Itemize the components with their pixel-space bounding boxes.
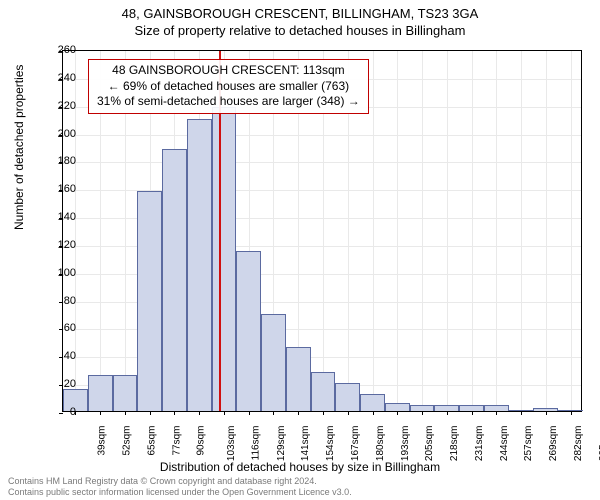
x-tick-label: 154sqm xyxy=(325,426,336,462)
bar xyxy=(212,107,237,411)
x-tick-label: 282sqm xyxy=(573,426,584,462)
y-tick-label: 180 xyxy=(58,155,76,167)
x-tick-label: 269sqm xyxy=(548,426,559,462)
bar xyxy=(484,405,509,411)
x-tick-label: 77sqm xyxy=(171,426,182,456)
x-tick-label: 244sqm xyxy=(499,426,510,462)
y-tick-label: 240 xyxy=(58,72,76,84)
annotation-line3: 31% of semi-detached houses are larger (… xyxy=(97,94,360,110)
y-tick-label: 40 xyxy=(64,350,76,362)
bar xyxy=(509,410,534,411)
annotation-line1: 48 GAINSBOROUGH CRESCENT: 113sqm xyxy=(97,63,360,79)
x-tick-label: 141sqm xyxy=(301,426,312,462)
footer-line1: Contains HM Land Registry data © Crown c… xyxy=(8,476,352,487)
y-tick-label: 200 xyxy=(58,128,76,140)
x-tick-label: 39sqm xyxy=(97,426,108,456)
annotation-line2: ← 69% of detached houses are smaller (76… xyxy=(97,79,360,95)
y-tick-label: 60 xyxy=(64,322,76,334)
bar xyxy=(459,405,484,411)
bar xyxy=(261,314,286,411)
x-tick-label: 218sqm xyxy=(449,426,460,462)
x-tick-label: 116sqm xyxy=(250,426,261,461)
chart-title-line1: 48, GAINSBOROUGH CRESCENT, BILLINGHAM, T… xyxy=(0,0,600,21)
bar xyxy=(335,383,360,411)
y-tick-label: 220 xyxy=(58,100,76,112)
y-tick-label: 140 xyxy=(58,211,76,223)
bar xyxy=(236,251,261,411)
bar xyxy=(162,149,187,411)
x-tick-label: 257sqm xyxy=(523,426,534,462)
x-tick-label: 193sqm xyxy=(400,426,411,462)
y-tick-label: 120 xyxy=(58,239,76,251)
y-tick-label: 20 xyxy=(64,378,76,390)
x-tick-label: 167sqm xyxy=(350,426,361,462)
y-tick-label: 260 xyxy=(58,44,76,56)
bar xyxy=(88,375,113,411)
bar xyxy=(360,394,385,411)
x-axis-label: Distribution of detached houses by size … xyxy=(0,460,600,474)
bar xyxy=(187,119,212,411)
bar xyxy=(434,405,459,411)
annotation-box: 48 GAINSBOROUGH CRESCENT: 113sqm← 69% of… xyxy=(88,59,369,114)
x-tick-label: 129sqm xyxy=(276,426,287,462)
bar xyxy=(286,347,311,411)
footer-line2: Contains public sector information licen… xyxy=(8,487,352,498)
y-tick-label: 80 xyxy=(64,295,76,307)
footer-attribution: Contains HM Land Registry data © Crown c… xyxy=(8,476,352,498)
y-axis-label: Number of detached properties xyxy=(12,65,26,230)
x-tick-label: 180sqm xyxy=(375,426,386,462)
bar xyxy=(410,405,435,411)
x-tick-label: 65sqm xyxy=(146,426,157,456)
bar xyxy=(558,410,583,411)
x-tick-label: 103sqm xyxy=(226,426,237,462)
y-tick-label: 160 xyxy=(58,183,76,195)
x-tick-label: 231sqm xyxy=(474,426,485,462)
plot-area: 48 GAINSBOROUGH CRESCENT: 113sqm← 69% of… xyxy=(62,50,582,412)
bar xyxy=(311,372,336,411)
x-tick-label: 90sqm xyxy=(196,426,207,456)
chart-title-line2: Size of property relative to detached ho… xyxy=(0,21,600,38)
bar xyxy=(137,191,162,411)
bar xyxy=(113,375,138,411)
bar xyxy=(533,408,558,411)
y-tick-label: 100 xyxy=(58,267,76,279)
y-tick-label: 0 xyxy=(70,406,76,418)
bar xyxy=(385,403,410,411)
x-tick-label: 205sqm xyxy=(424,426,435,462)
x-tick-label: 52sqm xyxy=(122,426,133,456)
